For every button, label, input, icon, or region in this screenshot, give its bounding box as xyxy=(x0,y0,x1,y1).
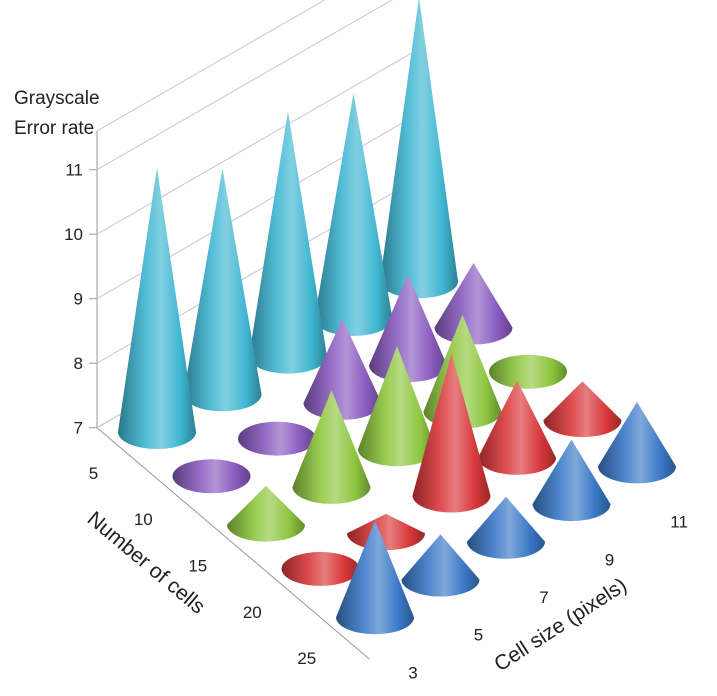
cone xyxy=(118,167,196,450)
cone-base xyxy=(172,459,251,494)
z-tick-label: 10 xyxy=(64,225,83,244)
cone-body xyxy=(358,346,436,467)
cone xyxy=(347,513,425,551)
cone xyxy=(249,111,327,374)
cone xyxy=(478,380,556,475)
cone-body xyxy=(336,520,414,635)
cone xyxy=(358,346,436,467)
cone-body xyxy=(543,381,622,438)
cone xyxy=(183,168,262,412)
x-tick-label: 7 xyxy=(539,588,548,607)
z-tick-label: 11 xyxy=(65,161,83,180)
cone xyxy=(467,496,545,559)
y-tick-label: 15 xyxy=(188,556,207,575)
cone-body xyxy=(227,485,305,542)
cone-body xyxy=(467,496,545,559)
z-gridline xyxy=(96,0,393,171)
cone xyxy=(532,439,611,522)
y-tick-label: 10 xyxy=(134,510,153,529)
cone xyxy=(434,263,513,345)
cone-body xyxy=(249,111,327,374)
cone xyxy=(172,459,251,494)
z-tick-label: 7 xyxy=(74,419,83,438)
y-axis-line xyxy=(96,427,370,660)
cone xyxy=(369,274,447,383)
cone-body xyxy=(369,274,447,383)
cone-base xyxy=(489,354,567,389)
cone-body xyxy=(401,534,480,597)
cone xyxy=(598,401,676,484)
cone xyxy=(292,390,371,504)
cone xyxy=(336,520,414,635)
cone xyxy=(227,485,305,542)
x-axis-title: Cell size (pixels) xyxy=(490,574,631,677)
z-tick-label: 9 xyxy=(74,290,83,309)
cone-body xyxy=(183,168,262,412)
z-axis-title-line2: Error rate xyxy=(14,118,94,139)
cones xyxy=(118,0,676,635)
x-tick-label: 5 xyxy=(474,626,483,645)
cone-body xyxy=(532,439,611,522)
cone xyxy=(281,551,360,586)
cone-base xyxy=(281,551,360,586)
y-tick-label: 20 xyxy=(243,603,262,622)
z-gridline xyxy=(96,45,425,235)
z-axis-title-line1: Grayscale xyxy=(14,88,100,109)
cone-body xyxy=(303,319,382,420)
cone xyxy=(543,381,622,438)
cone-body xyxy=(412,353,491,513)
cone-body xyxy=(434,263,513,345)
cone-body xyxy=(478,380,556,475)
x-tick-label: 3 xyxy=(408,663,417,682)
cone xyxy=(489,354,567,389)
cone xyxy=(238,421,316,456)
y-tick-label: 25 xyxy=(297,649,316,668)
x-tick-label: 11 xyxy=(670,513,688,532)
cone xyxy=(303,319,382,420)
z-tick-label: 8 xyxy=(74,354,83,373)
cone-body xyxy=(118,167,196,450)
cone-body xyxy=(598,401,676,484)
cone-body xyxy=(314,93,393,336)
cone-base xyxy=(238,421,316,456)
cone-body xyxy=(292,390,371,504)
cone-body xyxy=(380,0,458,299)
x-tick-label: 9 xyxy=(605,550,614,569)
cone xyxy=(380,0,458,299)
cone xyxy=(412,353,491,513)
cone-body xyxy=(347,513,425,551)
cone xyxy=(314,93,393,336)
y-tick-label: 5 xyxy=(89,464,98,483)
cone xyxy=(401,534,480,597)
z-gridline xyxy=(96,0,326,132)
